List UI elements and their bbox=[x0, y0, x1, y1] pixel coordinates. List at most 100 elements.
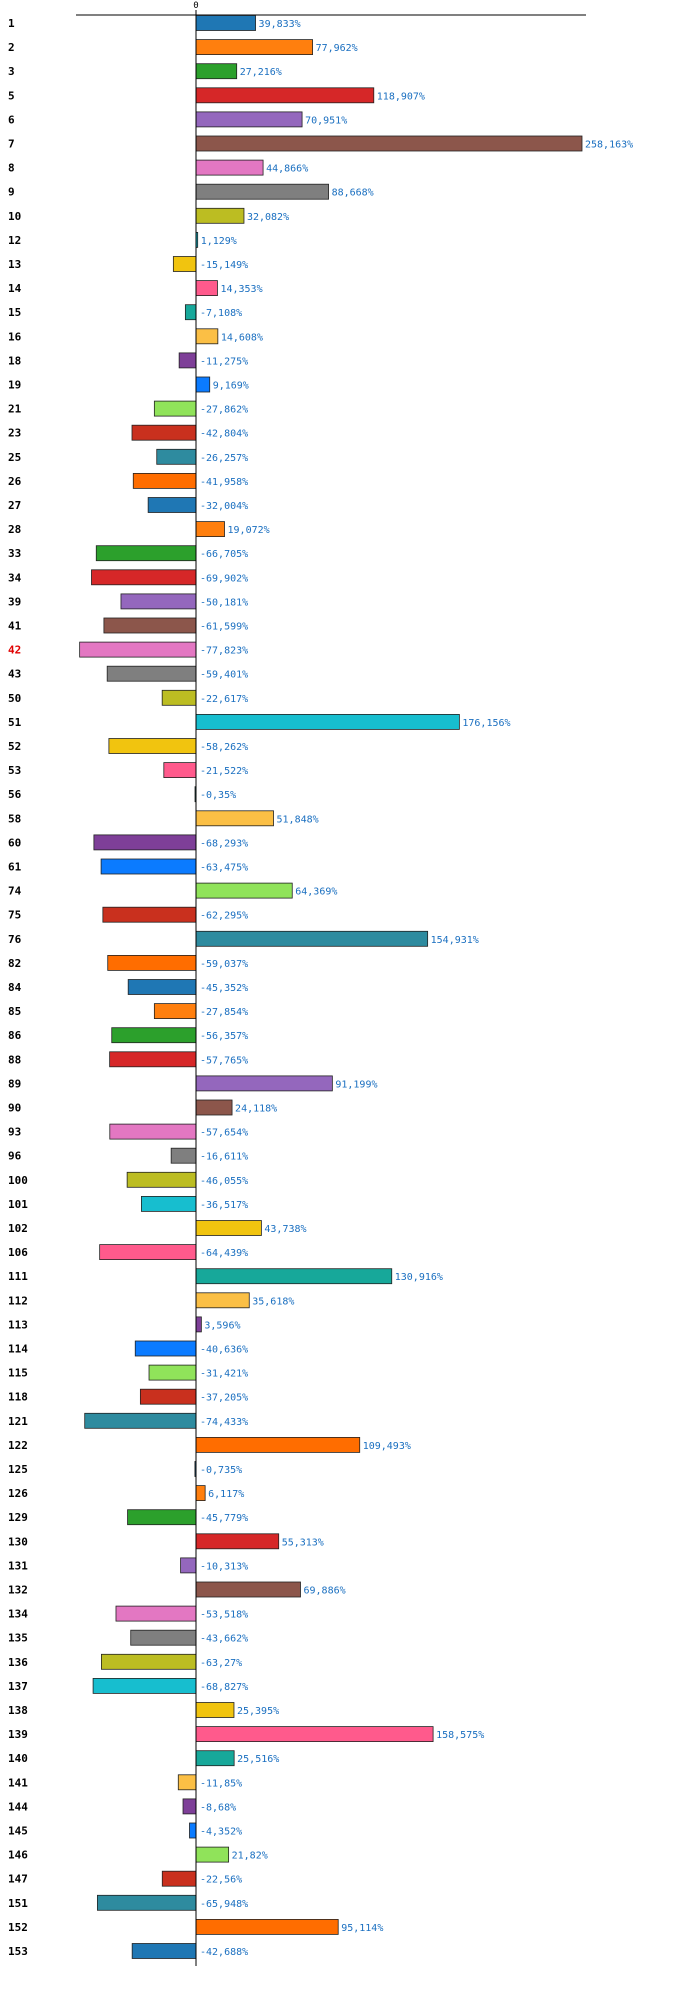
bar-row-14: 14 14,353% bbox=[8, 280, 263, 297]
bar-row-53: 53 -21,522% bbox=[8, 762, 248, 778]
value-label: 130,916% bbox=[395, 1272, 443, 1283]
bar bbox=[195, 183, 329, 200]
bar bbox=[109, 1123, 197, 1140]
bar bbox=[195, 1485, 206, 1501]
bar-row-137: 137 -68,827% bbox=[8, 1678, 248, 1694]
bar bbox=[131, 424, 197, 441]
bar bbox=[95, 545, 197, 562]
category-label: 52 bbox=[8, 740, 21, 753]
bar bbox=[195, 1437, 361, 1453]
category-label: 101 bbox=[8, 1198, 28, 1211]
category-label: 53 bbox=[8, 764, 21, 777]
value-label: 95,114% bbox=[341, 1923, 383, 1934]
category-label: 106 bbox=[8, 1246, 28, 1259]
bar-row-27: 27 -32,004% bbox=[8, 497, 248, 513]
value-label: 154,931% bbox=[431, 935, 479, 946]
value-label: -11,275% bbox=[200, 356, 248, 367]
bar-row-129: 129 -45,779% bbox=[8, 1509, 248, 1526]
value-label: -42,688% bbox=[200, 1947, 248, 1958]
bar-row-74: 74 64,369% bbox=[8, 882, 337, 899]
value-label: -65,948% bbox=[200, 1899, 248, 1910]
category-label: 56 bbox=[8, 788, 22, 801]
value-label: 43,738% bbox=[264, 1224, 306, 1235]
bar-row-2: 2 77,962% bbox=[8, 39, 358, 55]
category-label: 113 bbox=[8, 1318, 28, 1331]
value-label: -57,654% bbox=[200, 1128, 248, 1139]
bar-row-84: 84 -45,352% bbox=[8, 979, 248, 995]
bar-row-58: 58 51,848% bbox=[8, 810, 319, 827]
bar bbox=[103, 617, 197, 634]
value-label: -11,85% bbox=[200, 1778, 242, 1789]
bar bbox=[93, 834, 197, 851]
bar-row-130: 130 55,313% bbox=[8, 1533, 324, 1550]
bar bbox=[92, 1678, 197, 1694]
bar-row-41: 41 -61,599% bbox=[8, 617, 248, 634]
value-label: 25,516% bbox=[237, 1754, 279, 1765]
category-label: 8 bbox=[8, 162, 15, 175]
bar-row-135: 135 -43,662% bbox=[8, 1629, 248, 1646]
value-label: -66,705% bbox=[200, 549, 248, 560]
category-label: 3 bbox=[8, 65, 15, 78]
bar bbox=[108, 738, 197, 754]
bar-row-43: 43 -59,401% bbox=[8, 665, 248, 682]
category-label: 41 bbox=[8, 620, 22, 633]
bar-row-139: 139 158,575% bbox=[8, 1726, 484, 1742]
value-label: 88,668% bbox=[332, 188, 374, 199]
bar-row-125: 125 -0,735% bbox=[8, 1461, 242, 1477]
value-label: -68,827% bbox=[200, 1682, 248, 1693]
category-label: 7 bbox=[8, 138, 15, 151]
bar bbox=[195, 930, 429, 947]
bar-row-96: 96 -16,611% bbox=[8, 1147, 248, 1164]
value-label: -45,352% bbox=[200, 983, 248, 994]
bar bbox=[195, 714, 460, 730]
bar-row-13: 13 -15,149% bbox=[8, 256, 248, 272]
category-label: 140 bbox=[8, 1752, 28, 1765]
value-label: 158,575% bbox=[436, 1730, 484, 1741]
value-label: -53,518% bbox=[200, 1610, 248, 1621]
bars-group: 1 39,833% 2 77,962% 3 27,216% 5 118,907% 6 70,951… bbox=[8, 15, 633, 1959]
category-label: 23 bbox=[8, 427, 21, 440]
bar bbox=[195, 1702, 235, 1718]
bar bbox=[139, 1388, 197, 1405]
bar bbox=[127, 1509, 197, 1526]
value-label: 24,118% bbox=[235, 1104, 277, 1115]
value-label: 44,866% bbox=[266, 164, 308, 175]
value-label: 118,907% bbox=[377, 91, 425, 102]
value-label: -32,004% bbox=[200, 501, 248, 512]
bar-row-134: 134 -53,518% bbox=[8, 1605, 248, 1622]
bar bbox=[189, 1822, 197, 1839]
value-label: 25,395% bbox=[237, 1706, 279, 1717]
value-label: -0,735% bbox=[200, 1465, 242, 1476]
bar-row-114: 114 -40,636% bbox=[8, 1340, 248, 1357]
bar bbox=[99, 1244, 197, 1260]
value-label: -36,517% bbox=[200, 1200, 248, 1211]
bar-row-42: 42 -77,823% bbox=[8, 641, 248, 658]
bar-row-61: 61 -63,475% bbox=[8, 858, 248, 875]
category-label: 84 bbox=[8, 981, 22, 994]
value-label: -64,439% bbox=[200, 1248, 248, 1259]
bar-row-118: 118 -37,205% bbox=[8, 1388, 248, 1405]
bar-row-144: 144 -8,68% bbox=[8, 1798, 236, 1815]
bar bbox=[195, 1581, 301, 1598]
category-label: 136 bbox=[8, 1656, 28, 1669]
bar-row-15: 15 -7,108% bbox=[8, 304, 242, 321]
bar bbox=[107, 955, 197, 971]
bar bbox=[132, 472, 197, 489]
bar-row-12: 12 1,129% bbox=[8, 231, 237, 248]
value-label: -42,804% bbox=[200, 429, 248, 440]
value-label: -7,108% bbox=[200, 308, 242, 319]
category-label: 1 bbox=[8, 17, 15, 30]
value-label: -57,765% bbox=[200, 1055, 248, 1066]
category-label: 10 bbox=[8, 210, 21, 223]
bar bbox=[195, 1268, 393, 1285]
value-label: -21,522% bbox=[200, 766, 248, 777]
bar bbox=[109, 1051, 197, 1068]
category-label: 39 bbox=[8, 595, 21, 608]
category-label: 90 bbox=[8, 1102, 21, 1115]
category-label: 13 bbox=[8, 258, 21, 271]
category-label: 18 bbox=[8, 354, 21, 367]
value-label: 35,618% bbox=[252, 1296, 294, 1307]
category-label: 114 bbox=[8, 1343, 28, 1356]
bar bbox=[101, 1653, 197, 1670]
category-label: 33 bbox=[8, 547, 21, 560]
